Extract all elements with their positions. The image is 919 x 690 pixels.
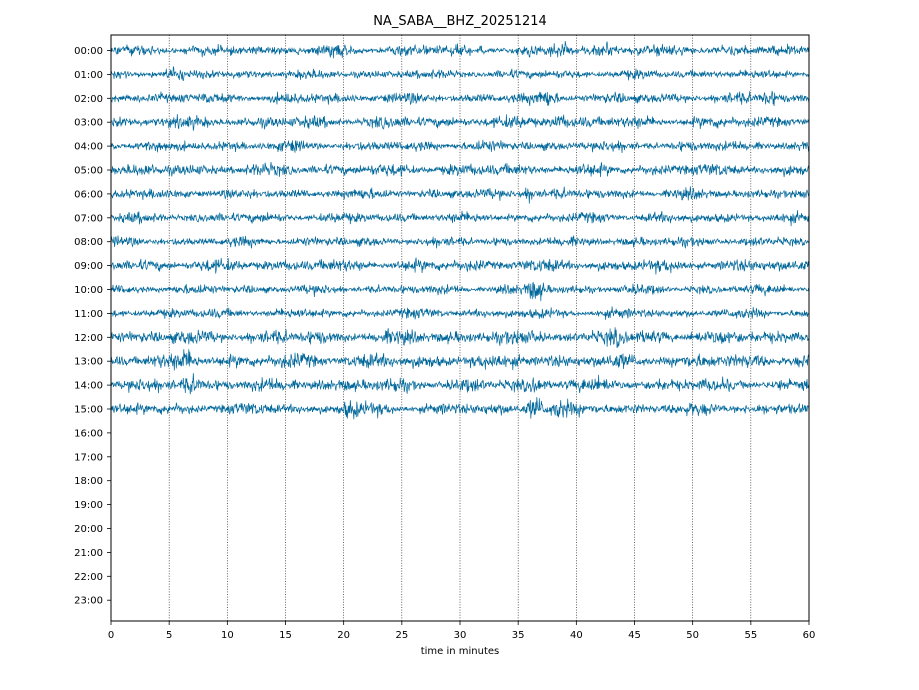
- hour-label: 00:00: [74, 46, 103, 57]
- trace-0700: [110, 210, 810, 227]
- x-tick-label: 35: [512, 630, 525, 641]
- hour-label: 06:00: [74, 189, 103, 200]
- trace-1500: [110, 397, 810, 420]
- trace-0100: [110, 66, 810, 82]
- hour-label: 23:00: [74, 596, 103, 607]
- hour-label: 05:00: [74, 166, 103, 177]
- x-tick-label: 30: [454, 630, 467, 641]
- x-tick-label: 40: [570, 630, 583, 641]
- hour-label: 20:00: [74, 524, 103, 535]
- hour-label: 09:00: [74, 261, 103, 272]
- x-tick-label: 5: [166, 630, 172, 641]
- hour-label: 02:00: [74, 94, 103, 105]
- x-tick-label: 45: [628, 630, 641, 641]
- hour-label: 22:00: [74, 572, 103, 583]
- trace-0000: [110, 41, 810, 59]
- trace-1200: [110, 327, 810, 349]
- trace-0300: [110, 114, 810, 131]
- trace-0200: [110, 90, 810, 107]
- hour-label: 12:00: [74, 333, 103, 344]
- x-tick-label: 60: [803, 630, 816, 641]
- hour-label: 17:00: [74, 452, 103, 463]
- hour-label: 11:00: [74, 309, 103, 320]
- trace-0900: [110, 257, 810, 275]
- trace-0600: [110, 186, 810, 204]
- x-tick-label: 10: [221, 630, 234, 641]
- x-tick-label: 15: [279, 630, 292, 641]
- x-tick-label: 50: [686, 630, 699, 641]
- hour-label: 21:00: [74, 548, 103, 559]
- trace-1000: [110, 281, 809, 302]
- hour-label: 04:00: [74, 142, 103, 153]
- hour-label: 03:00: [74, 118, 103, 129]
- trace-1400: [110, 373, 810, 395]
- trace-0800: [110, 235, 810, 249]
- hour-label: 10:00: [74, 285, 103, 296]
- hour-label: 18:00: [74, 476, 103, 487]
- x-tick-label: 0: [108, 630, 114, 641]
- hour-label: 01:00: [74, 70, 103, 81]
- hour-label: 07:00: [74, 213, 103, 224]
- x-tick-label: 55: [744, 630, 757, 641]
- hour-label: 15:00: [74, 405, 103, 416]
- trace-0500: [110, 161, 810, 178]
- hour-label: 16:00: [74, 428, 103, 439]
- hour-label: 19:00: [74, 500, 103, 511]
- x-tick-label: 25: [395, 630, 408, 641]
- trace-1300: [110, 349, 810, 371]
- hour-label: 13:00: [74, 357, 103, 368]
- trace-0400: [110, 139, 810, 154]
- hour-label: 08:00: [74, 237, 103, 248]
- x-axis: 0 5 10 15 20 25 30 35 40 45 50 55 60: [108, 621, 816, 641]
- x-axis-label: time in minutes: [421, 646, 500, 657]
- y-axis: 00:00 01:00 02:00 03:00 04:00 05:00 06:00 07:00…: [74, 46, 111, 607]
- hour-label: 14:00: [74, 381, 103, 392]
- trace-group: [110, 41, 810, 420]
- chart-title: NA_SABA__BHZ_20251214: [373, 14, 547, 29]
- trace-1100: [110, 306, 810, 320]
- x-tick-label: 20: [337, 630, 350, 641]
